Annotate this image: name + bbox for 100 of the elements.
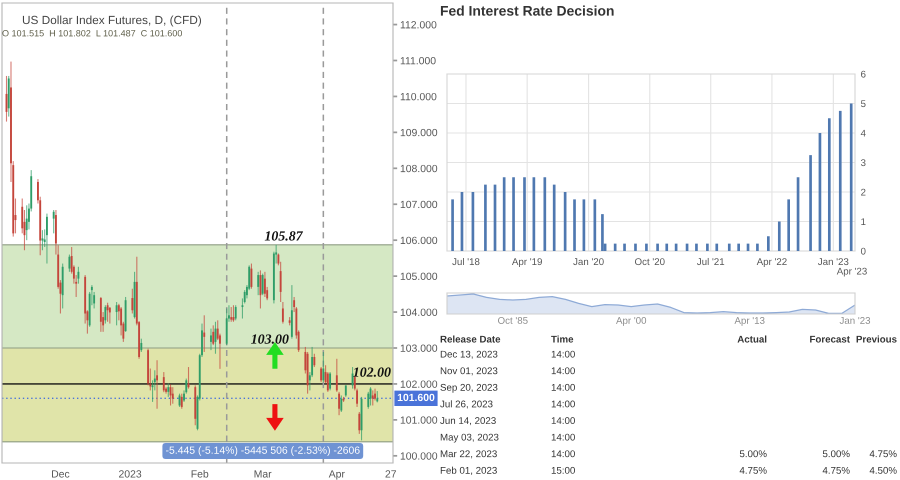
candlestick (232, 304, 234, 322)
bar (451, 199, 454, 251)
candlestick (131, 288, 134, 314)
candlestick (374, 388, 376, 402)
candlestick (338, 391, 340, 416)
candlestick (320, 366, 322, 383)
bar (472, 192, 474, 251)
bar (573, 199, 576, 251)
candlestick (108, 306, 111, 324)
text: 4.75% (870, 450, 897, 458)
bar (484, 184, 487, 251)
y-tick-label: 102.000 (400, 380, 438, 388)
bar (564, 192, 566, 251)
bar (828, 118, 831, 251)
category-label: Previous (856, 335, 897, 343)
band-label: 105.87 (264, 231, 304, 241)
candlestick (313, 353, 316, 368)
candlestick (52, 209, 55, 234)
candlestick (264, 271, 266, 298)
bar (706, 244, 709, 251)
bar (532, 177, 536, 251)
bar (686, 244, 688, 251)
bar (715, 244, 718, 251)
x-tick-label: 27 (385, 470, 396, 478)
bar (460, 192, 464, 251)
y-tick-label: 3 (860, 159, 866, 166)
x-tick-label: Jan '20 (573, 258, 604, 266)
candlestick (170, 384, 172, 406)
y-tick-label: 105.000 (400, 272, 438, 280)
bar (623, 244, 626, 251)
text: 4.50% (870, 466, 897, 474)
candlestick (106, 302, 109, 322)
text: 14:00 (552, 450, 575, 458)
bar (695, 244, 698, 251)
y-tick-label: 112.000 (400, 21, 436, 28)
y-tick-label: 103.000 (400, 344, 438, 352)
band-label: 103.00 (251, 334, 289, 344)
bar (512, 177, 515, 251)
candlestick (340, 394, 342, 413)
bar (494, 184, 496, 251)
text: 15:00 (552, 466, 575, 474)
candlestick (329, 372, 332, 391)
x-tick-label: Dec (52, 470, 70, 478)
text: O 101.515 H 101.802 L 101.487 C 101.600 (2, 30, 182, 36)
bar (746, 244, 750, 251)
candlestick (352, 366, 354, 390)
text: 5.00% (740, 450, 767, 458)
y-tick-label: 100.000 (400, 452, 438, 460)
candlestick (100, 296, 102, 332)
y-tick-label: 0 (860, 248, 866, 255)
bar (756, 244, 759, 251)
bar (787, 199, 790, 251)
bar (674, 244, 678, 251)
x-tick-label: Apr (328, 470, 345, 480)
x-tick-label: Apr '00 (616, 317, 646, 326)
bar (850, 104, 853, 251)
x-tick-label: Apr '19 (512, 258, 542, 268)
bar (552, 184, 556, 251)
bar (645, 244, 648, 251)
bar (809, 155, 812, 251)
x-tick-label: Oct '85 (498, 317, 528, 324)
bar (838, 110, 842, 251)
chart-title: Fed Interest Rate Decision (440, 6, 614, 16)
y-tick-label: 1 (861, 218, 866, 226)
text: Dec 13, 2023 (440, 350, 498, 359)
text: 14:00 (552, 384, 575, 391)
x-tick-label: Oct '20 (634, 258, 665, 266)
text: 14:00 (552, 350, 575, 358)
candlestick (116, 301, 118, 326)
x-tick-label: 2023 (119, 470, 142, 478)
y-tick-label: 108.000 (400, 164, 438, 172)
candlestick (214, 321, 216, 354)
bar (818, 133, 822, 251)
candlestick (234, 304, 237, 321)
text: 4.75% (822, 466, 850, 474)
candlestick (140, 338, 142, 353)
x-tick-label: Feb (192, 470, 208, 478)
text: Mar 22, 2023 (440, 450, 497, 458)
text: 5.00% (822, 450, 850, 458)
text: US Dollar Index Futures, D, (CFD) (22, 16, 202, 26)
candlestick (104, 304, 106, 324)
x-tick-label: Apr '22 (756, 258, 787, 268)
text: 4.75% (740, 466, 767, 474)
candlestick (156, 360, 158, 410)
category-label: Forecast (810, 336, 850, 343)
candlestick (210, 328, 212, 351)
text: Apr '23 (836, 268, 867, 277)
bar (502, 177, 506, 251)
x-tick-label: Apr '13 (734, 317, 765, 326)
y-tick-label: 106.000 (400, 236, 438, 244)
text: 14:00 (552, 434, 575, 441)
y-tick-label: 104.000 (400, 308, 438, 316)
candlestick (77, 266, 80, 284)
x-tick-label: Mar (254, 470, 272, 478)
x-tick-label: Jan '23 (818, 258, 848, 266)
bar (665, 244, 668, 251)
y-tick-label: 101.000 (400, 416, 438, 424)
candlestick (262, 273, 264, 296)
bar (634, 244, 637, 251)
text: May 03, 2023 (440, 434, 498, 443)
